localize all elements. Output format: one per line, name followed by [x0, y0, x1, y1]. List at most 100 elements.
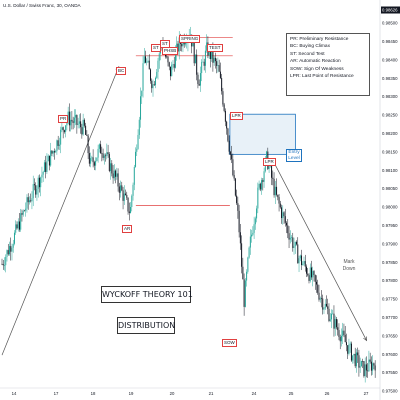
candle-body — [95, 160, 97, 166]
candle-body — [328, 308, 330, 321]
candle-body — [348, 344, 350, 354]
candle-body — [340, 335, 342, 342]
y-tick-label: 0.97600 — [382, 352, 398, 357]
candle-body — [63, 130, 65, 132]
candle-body — [77, 123, 79, 125]
candle-body — [70, 119, 72, 126]
candle-body — [308, 275, 310, 281]
candle-body — [353, 353, 355, 356]
candle-body — [81, 127, 83, 135]
candle-body — [223, 104, 225, 111]
candle-body — [256, 208, 258, 219]
candle-body — [23, 210, 25, 212]
x-tick-label: 17 — [54, 391, 59, 396]
candle-body — [344, 335, 346, 343]
candle-body — [75, 115, 77, 118]
candle-body — [317, 284, 319, 293]
y-tick-label: 0.97750 — [382, 297, 398, 302]
candle-body — [143, 56, 145, 64]
candle-body — [315, 281, 317, 285]
candle-body — [201, 61, 203, 74]
candle-body — [221, 77, 223, 92]
event-label-test: TEST — [207, 44, 223, 52]
candle-body — [242, 266, 244, 280]
entry-zone-rect — [229, 113, 296, 155]
candle-body — [327, 306, 329, 309]
candle-body — [292, 237, 294, 248]
candle-body — [273, 178, 275, 196]
candle-body — [360, 361, 362, 367]
current-price-label: 0.98626 — [382, 8, 398, 13]
candle-body — [56, 140, 58, 152]
candle-body — [169, 66, 171, 77]
candle-body — [263, 171, 265, 182]
candle-body — [60, 129, 62, 145]
candle-body — [227, 128, 229, 141]
candle-body — [297, 244, 299, 264]
candle-body — [156, 71, 158, 78]
x-tick-label: 18 — [91, 391, 96, 396]
candle-body — [2, 264, 4, 266]
candle-body — [57, 140, 59, 146]
candle-body — [174, 52, 176, 68]
candle-body — [257, 187, 259, 209]
candle-body — [298, 258, 300, 264]
candle-body — [92, 157, 94, 163]
candle-body — [197, 74, 199, 84]
candle-body — [26, 197, 28, 209]
candle-body — [135, 151, 137, 167]
chart-title-box: WYCKOFF THEORY 101 — [101, 286, 193, 303]
candle-body — [18, 221, 20, 230]
candle-body — [10, 246, 12, 252]
candle-body — [318, 292, 320, 300]
candle-body — [218, 65, 220, 72]
candle-body — [141, 90, 143, 97]
y-tick-label: 0.98050 — [382, 186, 398, 191]
candle-body — [214, 57, 216, 62]
candle-body — [136, 148, 138, 152]
legend-item: BC: Buying Climax — [290, 44, 330, 50]
candle-body — [41, 174, 43, 178]
y-tick-label: 0.98150 — [382, 149, 398, 154]
candle-body — [343, 330, 345, 336]
candle-body — [62, 127, 64, 131]
candle-body — [345, 342, 347, 346]
candle-body — [132, 184, 134, 196]
candle-body — [102, 153, 104, 158]
candle-body — [93, 162, 95, 166]
candle-body — [372, 363, 374, 371]
candle-body — [172, 64, 174, 65]
candle-body — [47, 155, 49, 162]
candle-body — [15, 224, 17, 233]
candle-body — [354, 353, 356, 367]
candle-body — [194, 54, 196, 64]
y-tick-label: 0.98400 — [382, 57, 398, 62]
candle-body — [103, 155, 105, 158]
candle-body — [254, 218, 256, 225]
y-tick-label: 0.97850 — [382, 260, 398, 265]
candle-body — [309, 267, 311, 281]
candle-body — [367, 370, 369, 372]
candle-body — [167, 56, 169, 63]
event-label-pr: PR — [58, 115, 69, 123]
candle-body — [217, 65, 219, 66]
candle-body — [247, 257, 249, 272]
candle-body — [20, 213, 22, 230]
candle-body — [157, 60, 159, 72]
mark-down-label: Mark Down — [341, 259, 357, 273]
candle-body — [274, 186, 276, 196]
candle-body — [199, 73, 201, 86]
candle-body — [357, 352, 359, 356]
candle-body — [11, 247, 13, 252]
candle-body — [91, 157, 93, 159]
candle-body — [140, 96, 142, 120]
entry-level-label: Entry Level — [286, 149, 302, 163]
y-tick-label: 0.97650 — [382, 333, 398, 338]
candle-body — [282, 212, 284, 219]
candle-body — [266, 151, 268, 158]
candle-body — [17, 221, 19, 229]
candle-body — [296, 241, 298, 245]
candle-body — [222, 91, 224, 105]
candle-body — [369, 359, 371, 362]
event-label-st-1: ST — [151, 44, 161, 52]
